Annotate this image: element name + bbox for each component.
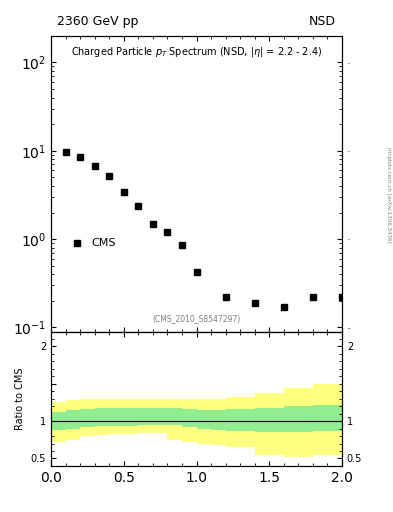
- Text: mcplots.cern.ch [arXiv:1306.3436]: mcplots.cern.ch [arXiv:1306.3436]: [386, 147, 391, 242]
- Text: (CMS_2010_S8547297): (CMS_2010_S8547297): [152, 314, 241, 323]
- Text: NSD: NSD: [309, 15, 336, 29]
- Text: 2360 GeV pp: 2360 GeV pp: [57, 15, 138, 29]
- Text: Charged Particle $\mathit{p}_\mathit{T}$ Spectrum (NSD, $|\eta|$ = 2.2 - 2.4): Charged Particle $\mathit{p}_\mathit{T}$…: [71, 45, 322, 59]
- Text: CMS: CMS: [92, 238, 116, 248]
- Y-axis label: Ratio to CMS: Ratio to CMS: [15, 368, 25, 430]
